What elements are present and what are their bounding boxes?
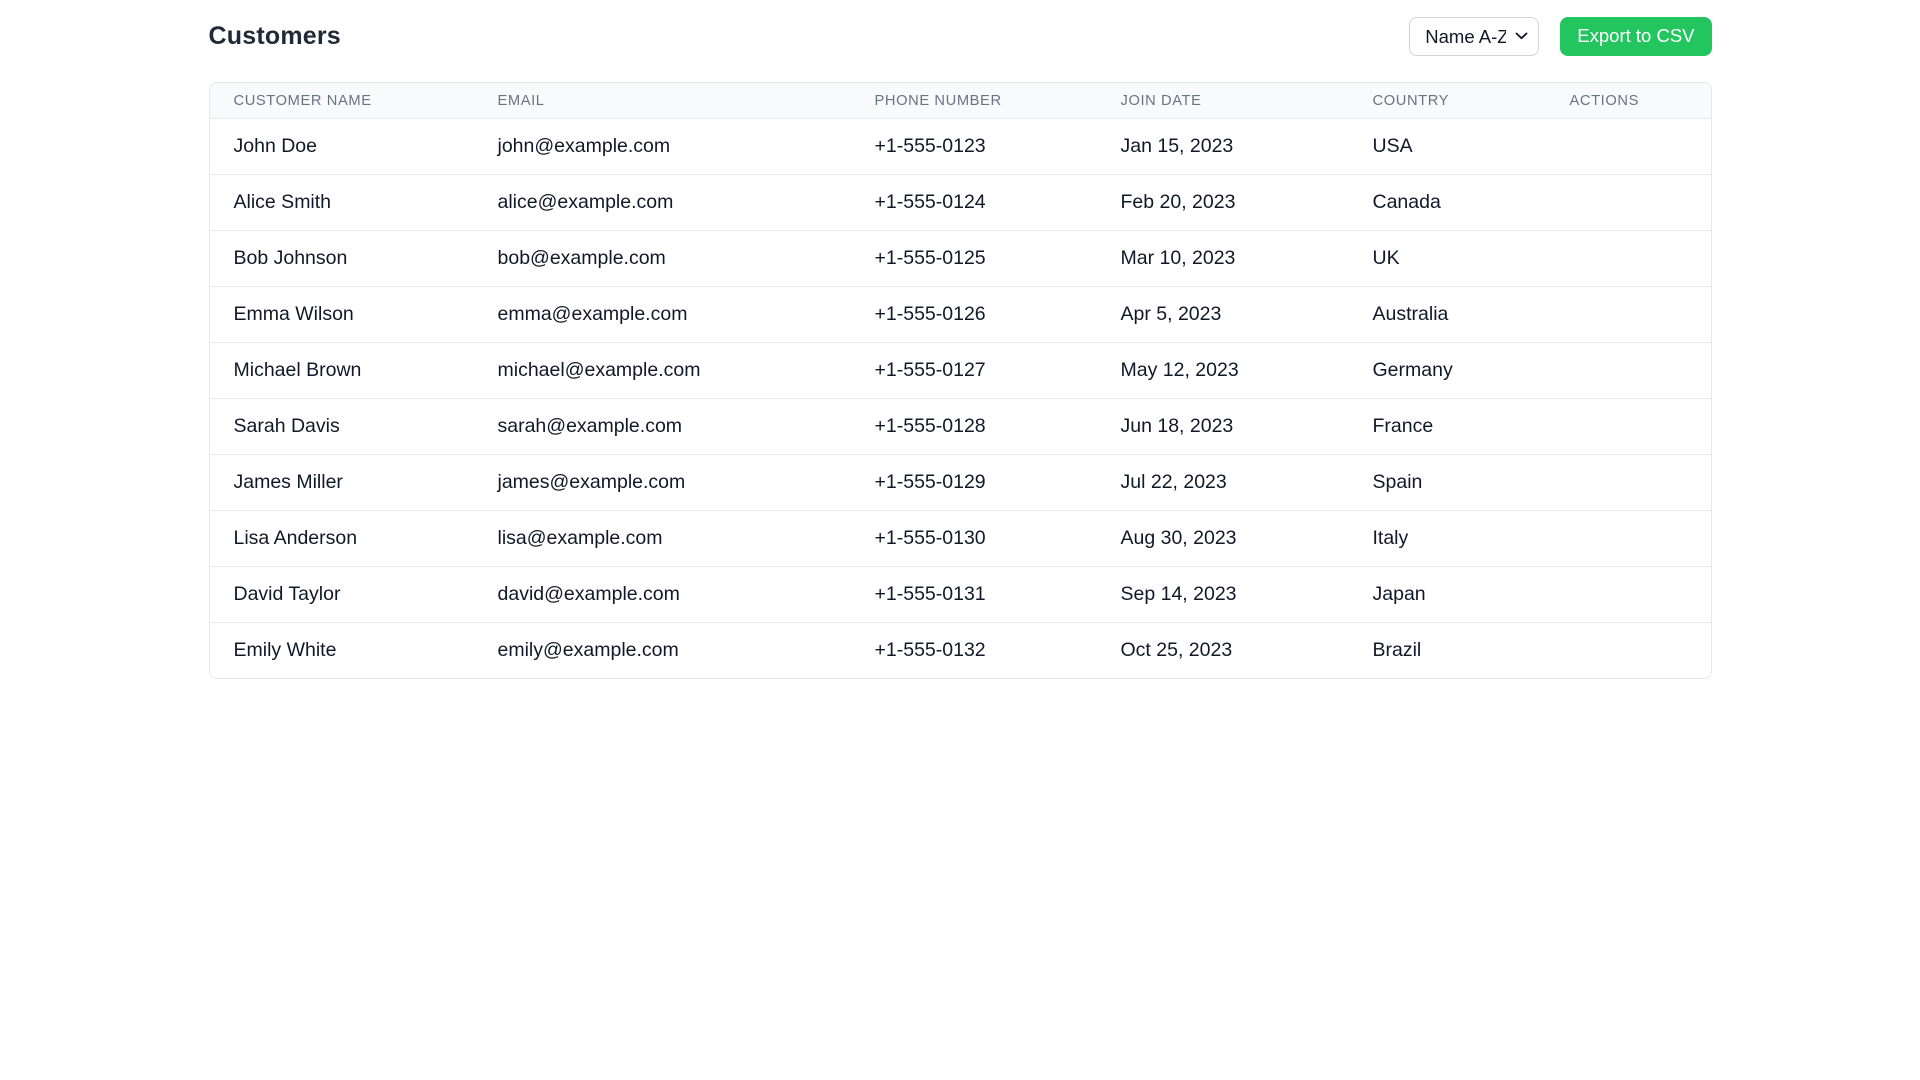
cell-name: James Miller [209,454,474,511]
column-header-phone-number: PHONE NUMBER [850,83,1097,119]
table-row: Lisa Anderson lisa@example.com +1-555-01… [209,510,1711,567]
cell-name: Sarah Davis [209,398,474,455]
page-title: Customers [208,21,341,50]
cell-phone: +1-555-0131 [850,566,1097,623]
column-header-country: COUNTRY [1348,83,1546,119]
cell-country: Germany [1348,342,1546,399]
cell-actions [1545,454,1711,511]
cell-country: Brazil [1372,639,1422,661]
cell-email: david@example.com [473,566,851,623]
table-row: Alice Smith alice@example.com +1-555-012… [209,174,1711,231]
cell-phone: +1-555-0130 [850,510,1097,567]
cell-country: Canada [1348,174,1546,231]
cell-join-date: Jun 18, 2023 [1096,398,1349,455]
cell-country: Japan [1348,566,1546,623]
cell-actions [1545,398,1711,455]
cell-join-date: Sep 14, 2023 [1096,566,1349,623]
cell-join-date: Apr 5, 2023 [1096,286,1349,343]
column-header-email: EMAIL [473,83,851,119]
cell-phone: +1-555-0132 [874,639,986,661]
table-row: David Taylor david@example.com +1-555-01… [209,566,1711,623]
cell-email: emma@example.com [473,286,851,343]
cell-name: Emily White [233,639,337,661]
table-header: CUSTOMER NAME EMAIL PHONE NUMBER JOIN DA… [209,83,1711,119]
cell-name: Bob Johnson [209,230,474,287]
cell-email: emily@example.com [497,639,679,661]
column-header-actions: ACTIONS [1545,83,1711,119]
cell-join-date: Oct 25, 2023 [1120,639,1233,661]
column-header-customer-name: CUSTOMER NAME [209,83,474,119]
cell-email: john@example.com [473,118,851,175]
cell-country: Italy [1348,510,1546,567]
table-row: Bob Johnson bob@example.com +1-555-0125 … [209,230,1711,287]
cell-country: Australia [1348,286,1546,343]
table-row: Emily White emily@example.com +1-555-013… [210,623,1711,679]
cell-phone: +1-555-0125 [850,230,1097,287]
cell-name: Alice Smith [209,174,474,231]
cell-actions [1545,286,1711,343]
cell-email: lisa@example.com [473,510,851,567]
cell-country: France [1348,398,1546,455]
sort-select[interactable]: Name A-Z [1409,16,1540,56]
table-row: James Miller james@example.com +1-555-01… [209,454,1711,511]
sort-select-wrap: Name A-Z [1409,16,1540,56]
cell-email: bob@example.com [473,230,851,287]
cell-country: Spain [1348,454,1546,511]
table-row: Emma Wilson emma@example.com +1-555-0126… [209,286,1711,343]
page-container: Customers Name A-Z Export to CSV [208,0,1712,679]
cell-phone: +1-555-0129 [850,454,1097,511]
cell-country: UK [1348,230,1546,287]
toolbar: Name A-Z Export to CSV [1409,16,1712,56]
cell-phone: +1-555-0123 [850,118,1097,175]
cell-join-date: Feb 20, 2023 [1096,174,1349,231]
cell-email: alice@example.com [473,174,851,231]
cell-join-date: Jul 22, 2023 [1096,454,1349,511]
cell-email: michael@example.com [473,342,851,399]
header-bar: Customers Name A-Z Export to CSV [209,16,1712,56]
cell-phone: +1-555-0128 [850,398,1097,455]
cell-actions [1545,174,1711,231]
cell-name: Michael Brown [209,342,474,399]
customers-table-wrap: CUSTOMER NAME EMAIL PHONE NUMBER JOIN DA… [208,82,1712,679]
table-body: John Doe john@example.com +1-555-0123 Ja… [209,118,1711,679]
cell-name: John Doe [209,118,474,175]
customers-table: CUSTOMER NAME EMAIL PHONE NUMBER JOIN DA… [209,83,1711,679]
cell-actions [1545,342,1711,399]
cell-phone: +1-555-0127 [850,342,1097,399]
cell-phone: +1-555-0124 [850,174,1097,231]
table-row: Michael Brown michael@example.com +1-555… [209,342,1711,399]
cell-name: David Taylor [209,566,474,623]
cell-email: sarah@example.com [473,398,851,455]
cell-country: USA [1348,118,1546,175]
cell-actions [1545,230,1711,287]
cell-join-date: Jan 15, 2023 [1096,118,1349,175]
cell-join-date: Mar 10, 2023 [1096,230,1349,287]
cell-actions [1545,118,1711,175]
column-header-join-date: JOIN DATE [1096,83,1349,119]
export-csv-button[interactable]: Export to CSV [1560,16,1712,56]
cell-actions [1545,510,1711,567]
cell-name: Lisa Anderson [209,510,474,567]
cell-actions [1545,566,1711,623]
cell-email: james@example.com [473,454,851,511]
cell-actions [1546,623,1711,679]
table-row: Sarah Davis sarah@example.com +1-555-012… [209,398,1711,455]
cell-name: Emma Wilson [209,286,474,343]
cell-join-date: May 12, 2023 [1096,342,1349,399]
cell-join-date: Aug 30, 2023 [1096,510,1349,567]
cell-phone: +1-555-0126 [850,286,1097,343]
table-row: John Doe john@example.com +1-555-0123 Ja… [209,118,1711,175]
